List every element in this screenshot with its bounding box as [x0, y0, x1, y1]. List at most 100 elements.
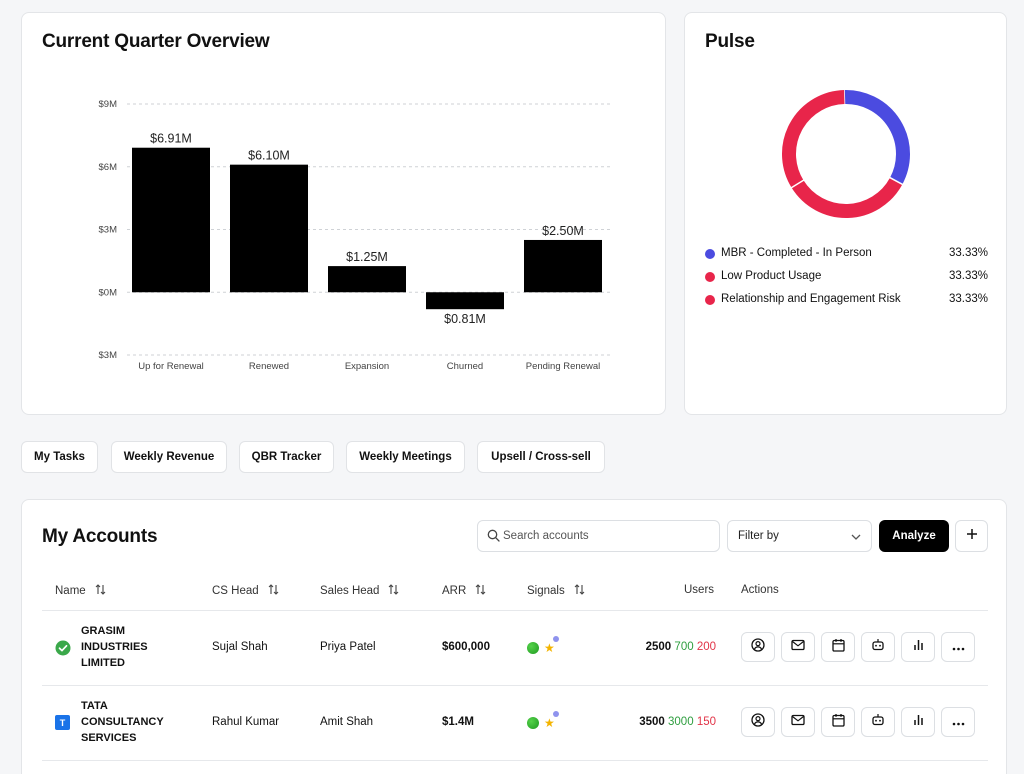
email-button[interactable] [781, 707, 815, 737]
column-header-signals[interactable]: Signals [527, 584, 585, 598]
legend-percentage: 33.33% [948, 293, 988, 305]
column-header-sales-head[interactable]: Sales Head [320, 584, 399, 598]
data-label: $0.81M [444, 312, 486, 326]
star-signal-icon[interactable]: ★ [544, 716, 555, 730]
legend-item: Relationship and Engagement Risk 33.33% [705, 292, 988, 310]
column-header-name[interactable]: Name [55, 584, 106, 598]
pulse-title: Pulse [705, 31, 755, 52]
donut-slice [844, 90, 910, 185]
users-at-risk: 200 [696, 641, 716, 653]
column-header-arr[interactable]: ARR [442, 584, 486, 598]
user-circle-icon [751, 712, 765, 732]
column-header-cs-head[interactable]: CS Head [212, 584, 279, 598]
sort-icon [475, 584, 486, 598]
header-divider [42, 610, 988, 611]
overview-title: Current Quarter Overview [42, 31, 270, 52]
ai-assistant-button[interactable] [861, 632, 895, 662]
check-circle-icon [55, 640, 71, 661]
more-options-button[interactable] [941, 632, 975, 662]
bar-chart-icon [912, 713, 925, 731]
view-contact-button[interactable] [741, 707, 775, 737]
data-label: $6.91M [150, 132, 192, 146]
user-circle-icon [751, 637, 765, 657]
users-total: 3500 [639, 716, 665, 728]
sort-icon [574, 584, 585, 598]
account-name[interactable]: GRASIM INDUSTRIES LIMITED [81, 623, 181, 671]
users-total: 2500 [645, 641, 672, 653]
y-tick-label: $6M [99, 162, 118, 173]
search-icon [487, 529, 500, 547]
account-name-line: CONSULTANCY [81, 716, 164, 728]
add-account-button[interactable] [955, 520, 988, 552]
bar-chart-icon [912, 638, 925, 656]
bot-icon [871, 713, 885, 731]
users-cell: 2500 700 200 [612, 641, 716, 653]
column-label-name: Name [55, 585, 86, 597]
slice-separator [790, 179, 805, 189]
legend-label: MBR - Completed - In Person [721, 247, 872, 259]
users-active: 3000 [668, 716, 694, 728]
pulse-card: Pulse MBR - Completed - In Person 33.33% L… [684, 12, 1007, 415]
health-signal-icon[interactable] [527, 642, 539, 654]
tab-upsell-cross-sell[interactable]: Upsell / Cross-sell [477, 441, 605, 473]
calendar-icon [831, 638, 845, 657]
filter-dropdown[interactable]: Filter by [727, 520, 872, 552]
star-signal-icon[interactable]: ★ [544, 641, 555, 655]
more-icon [952, 638, 965, 656]
tab-weekly-revenue[interactable]: Weekly Revenue [111, 441, 227, 473]
row-divider [42, 760, 988, 761]
accounts-title: My Accounts [42, 526, 158, 547]
tab-my-tasks[interactable]: My Tasks [21, 441, 98, 473]
y-tick-label: $3M [99, 225, 118, 236]
bot-icon [871, 638, 885, 656]
column-label-users: Users [684, 584, 715, 596]
account-name-line: SERVICES [81, 732, 137, 744]
sales-head-cell: Priya Patel [320, 641, 376, 653]
notification-dot-icon [553, 636, 559, 642]
pulse-donut-chart [782, 89, 910, 218]
ai-assistant-button[interactable] [861, 707, 895, 737]
legend-swatch [705, 295, 715, 305]
x-tick-label: Up for Renewal [138, 361, 203, 372]
analytics-button[interactable] [901, 632, 935, 662]
legend-label: Low Product Usage [721, 270, 822, 282]
data-label: $1.25M [346, 250, 388, 264]
bar [328, 266, 406, 293]
table-row[interactable]: GRASIM INDUSTRIES LIMITED Sujal Shah Pri… [22, 611, 1008, 685]
legend-label: Relationship and Engagement Risk [721, 293, 901, 305]
schedule-button[interactable] [821, 632, 855, 662]
quarter-overview-card: Current Quarter Overview $9M $6M $3M $0M $3M… [21, 12, 666, 415]
calendar-icon [831, 713, 845, 732]
schedule-button[interactable] [821, 707, 855, 737]
slice-separator [888, 176, 904, 186]
donut-slice [782, 90, 845, 188]
column-label-actions: Actions [741, 584, 779, 596]
sort-icon [388, 584, 399, 598]
bar [524, 239, 602, 293]
company-logo-icon: T [55, 715, 70, 730]
tab-weekly-meetings[interactable]: Weekly Meetings [346, 441, 465, 473]
more-options-button[interactable] [941, 707, 975, 737]
account-name[interactable]: TATA CONSULTANCY SERVICES [81, 698, 181, 746]
health-signal-icon[interactable] [527, 717, 539, 729]
account-name-line: LIMITED [81, 657, 125, 669]
data-label: $6.10M [248, 149, 290, 163]
x-tick-label: Renewed [249, 361, 289, 372]
legend-swatch [705, 272, 715, 282]
more-icon [952, 713, 965, 731]
analyze-button[interactable]: Analyze [879, 520, 949, 552]
analytics-button[interactable] [901, 707, 935, 737]
overview-bar-chart: $9M $6M $3M $0M $3M $6.91M Up for Renewal $6.10… [99, 99, 612, 372]
email-button[interactable] [781, 632, 815, 662]
y-tick-label: $0M [99, 287, 118, 298]
tab-qbr-tracker[interactable]: QBR Tracker [239, 441, 334, 473]
view-contact-button[interactable] [741, 632, 775, 662]
search-input[interactable] [503, 521, 713, 551]
mail-icon [791, 713, 805, 731]
account-name-line: TATA [81, 700, 108, 712]
filter-label: Filter by [738, 530, 779, 542]
table-row[interactable]: T TATA CONSULTANCY SERVICES Rahul Kumar … [22, 686, 1008, 760]
column-label-sales-head: Sales Head [320, 585, 380, 597]
account-name-line: GRASIM [81, 625, 125, 637]
notification-dot-icon [553, 711, 559, 717]
